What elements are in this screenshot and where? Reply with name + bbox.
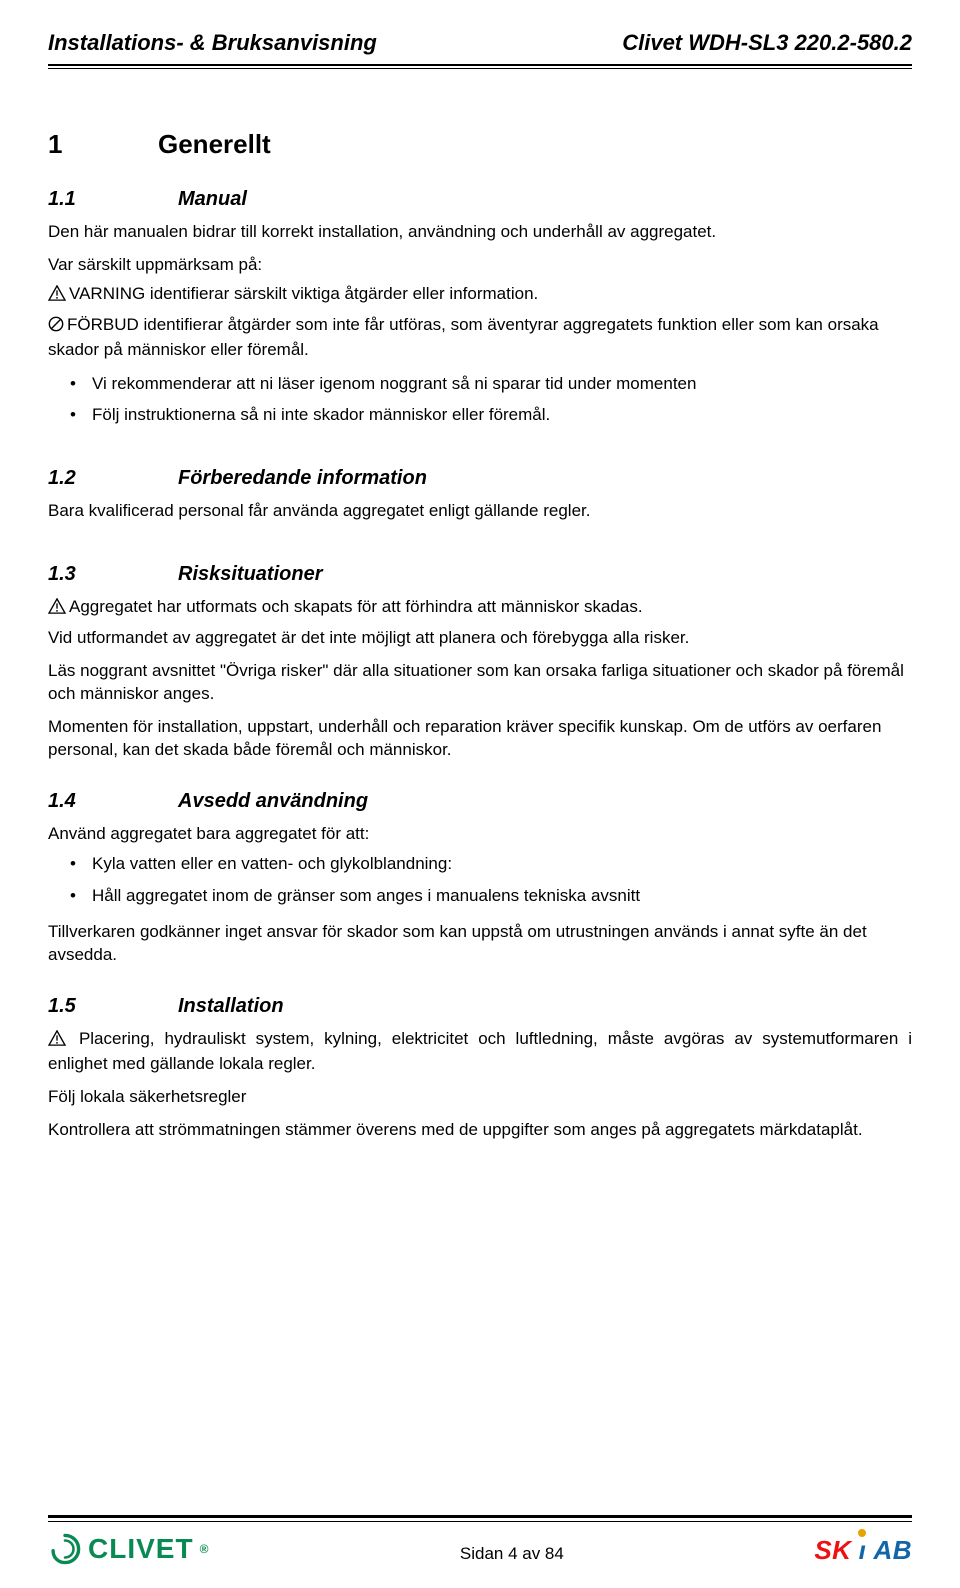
warning-text: VARNING identifierar särskilt viktiga åt… xyxy=(69,284,538,303)
header-left: Installations- & Bruksanvisning xyxy=(48,30,377,56)
skiab-k: K xyxy=(832,1535,851,1566)
subhead-title: Förberedande information xyxy=(178,467,427,489)
subhead-number: 1.1 xyxy=(48,188,178,211)
para-1-5-a: Placering, hydrauliskt system, kylning, … xyxy=(48,1028,912,1076)
para-1-4-disclaimer: Tillverkaren godkänner inget ansvar för … xyxy=(48,921,912,967)
para-forbid: FÖRBUD identifierar åtgärder som inte få… xyxy=(48,314,912,362)
forbid-text: FÖRBUD identifierar åtgärder som inte få… xyxy=(48,315,879,359)
clivet-text: CLIVET xyxy=(88,1533,194,1565)
para-text: Placering, hydrauliskt system, kylning, … xyxy=(48,1029,912,1073)
prohibition-icon xyxy=(48,316,64,339)
clivet-swirl-icon xyxy=(48,1532,82,1566)
para-1-5-c: Kontrollera att strömmatningen stämmer ö… xyxy=(48,1119,912,1142)
page-footer: CLIVET ® Sidan 4 av 84 SKıAB xyxy=(48,1515,912,1566)
skiab-b: B xyxy=(893,1535,912,1566)
subhead-1-5: 1.5Installation xyxy=(48,995,912,1018)
para-1-3-c: Läs noggrant avsnittet "Övriga risker" d… xyxy=(48,660,912,706)
subhead-title: Installation xyxy=(178,995,284,1017)
subhead-number: 1.5 xyxy=(48,995,178,1018)
warning-triangle-icon xyxy=(48,1030,66,1053)
para-1-3-d: Momenten för installation, uppstart, und… xyxy=(48,716,912,762)
page-number: Sidan 4 av 84 xyxy=(209,1544,814,1566)
footer-rule xyxy=(48,1515,912,1518)
list-item: Vi rekommenderar att ni läser igenom nog… xyxy=(92,372,912,396)
subhead-1-3: 1.3Risksituationer xyxy=(48,563,912,586)
para-1-2: Bara kvalificerad personal får använda a… xyxy=(48,500,912,523)
list-item: Kyla vatten eller en vatten- och glykolb… xyxy=(92,852,912,876)
para-1-4-intro: Använd aggregatet bara aggregatet för at… xyxy=(48,823,912,846)
footer-rule xyxy=(48,1521,912,1522)
bullets-1-4: Kyla vatten eller en vatten- och glykolb… xyxy=(48,852,912,908)
skiab-i: ı xyxy=(851,1535,873,1566)
clivet-logo: CLIVET ® xyxy=(48,1532,209,1566)
para-1-3-b: Vid utformandet av aggregatet är det int… xyxy=(48,627,912,650)
subhead-title: Avsedd användning xyxy=(178,790,368,812)
list-item: Följ instruktionerna så ni inte skador m… xyxy=(92,403,912,427)
section-title: Generellt xyxy=(158,129,271,159)
skiab-logo: SKıAB xyxy=(814,1535,912,1566)
list-item: Håll aggregatet inom de gränser som ange… xyxy=(92,884,912,908)
warning-triangle-icon xyxy=(48,598,66,621)
skiab-s: S xyxy=(814,1535,832,1566)
subhead-1-4: 1.4Avsedd användning xyxy=(48,790,912,813)
warning-triangle-icon xyxy=(48,285,66,308)
para-1-1-intro: Den här manualen bidrar till korrekt ins… xyxy=(48,221,912,244)
para-1-3-a: Aggregatet har utformats och skapats för… xyxy=(48,596,912,621)
skiab-a: A xyxy=(873,1535,892,1566)
bullets-1-1: Vi rekommenderar att ni läser igenom nog… xyxy=(48,372,912,428)
registered-icon: ® xyxy=(200,1542,210,1556)
header-right: Clivet WDH-SL3 220.2-580.2 xyxy=(622,30,912,56)
subhead-1-1: 1.1Manual xyxy=(48,188,912,211)
subhead-number: 1.3 xyxy=(48,563,178,586)
subhead-title: Manual xyxy=(178,188,247,210)
para-warning: VARNING identifierar särskilt viktiga åt… xyxy=(48,283,912,308)
page-content: 1Generellt 1.1Manual Den här manualen bi… xyxy=(48,69,912,1142)
subhead-number: 1.2 xyxy=(48,467,178,490)
section-1-heading: 1Generellt xyxy=(48,129,912,160)
para-text: Aggregatet har utformats och skapats för… xyxy=(69,597,643,616)
page-header: Installations- & Bruksanvisning Clivet W… xyxy=(48,30,912,62)
subhead-number: 1.4 xyxy=(48,790,178,813)
subhead-title: Risksituationer xyxy=(178,563,322,585)
subhead-1-2: 1.2Förberedande information xyxy=(48,467,912,490)
section-number: 1 xyxy=(48,129,158,160)
para-1-1-attention: Var särskilt uppmärksam på: xyxy=(48,254,912,277)
para-1-5-b: Följ lokala säkerhetsregler xyxy=(48,1086,912,1109)
